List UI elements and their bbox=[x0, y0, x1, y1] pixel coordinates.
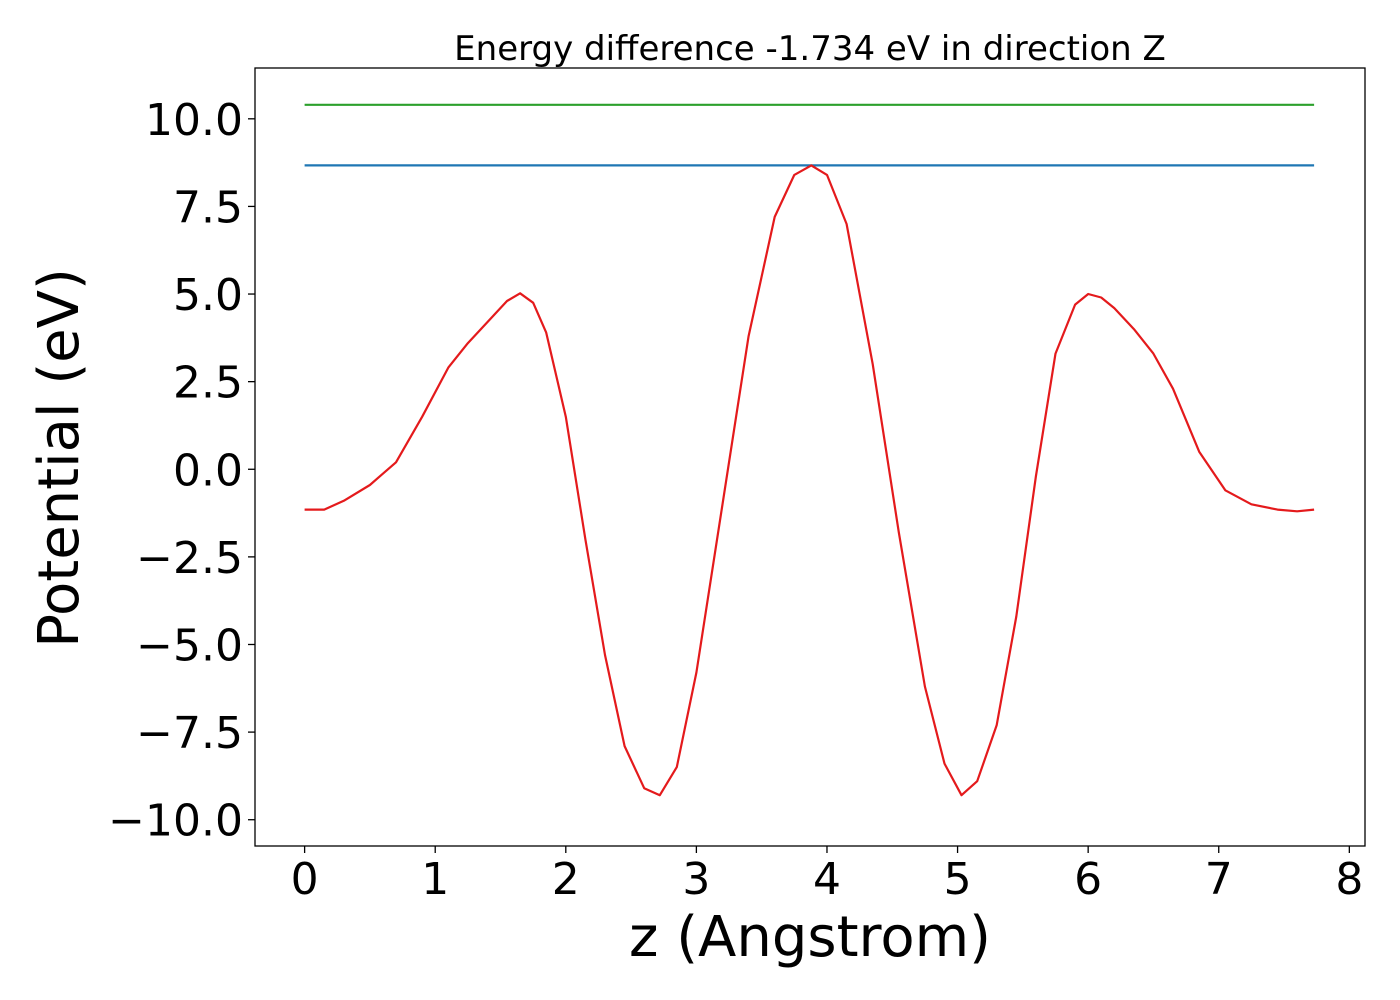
y-tick-label: 2.5 bbox=[173, 358, 243, 409]
y-tick-label: −5.0 bbox=[136, 620, 243, 671]
series-layer bbox=[304, 103, 1315, 797]
x-tick-label: 6 bbox=[1074, 854, 1102, 905]
x-axis-label: z (Angstrom) bbox=[629, 905, 991, 970]
x-tick-label: 3 bbox=[682, 854, 710, 905]
x-tick-label: 4 bbox=[813, 854, 841, 905]
chart-title: Energy difference -1.734 eV in direction… bbox=[454, 29, 1166, 69]
x-axis-ticks: 0 1 2 3 4 5 6 7 8 bbox=[291, 846, 1363, 905]
y-axis-label: Potential (eV) bbox=[27, 268, 92, 648]
x-tick-label: 1 bbox=[421, 854, 449, 905]
series-line-2 bbox=[304, 164, 1315, 797]
y-tick-label: −10.0 bbox=[108, 796, 243, 847]
y-tick-label: 0.0 bbox=[173, 445, 243, 496]
y-axis-ticks: −10.0 −7.5 −5.0 −2.5 0.0 2.5 5.0 7.5 10.0 bbox=[108, 95, 255, 847]
y-tick-label: −7.5 bbox=[136, 708, 243, 759]
y-tick-label: 10.0 bbox=[145, 95, 243, 146]
x-tick-label: 7 bbox=[1205, 854, 1233, 905]
y-tick-label: 5.0 bbox=[173, 270, 243, 321]
x-tick-label: 5 bbox=[944, 854, 972, 905]
y-tick-label: −2.5 bbox=[136, 533, 243, 584]
x-tick-label: 2 bbox=[552, 854, 580, 905]
x-tick-label: 0 bbox=[291, 854, 319, 905]
x-tick-label: 8 bbox=[1335, 854, 1363, 905]
axes-frame bbox=[254, 67, 1366, 847]
y-tick-label: 7.5 bbox=[173, 182, 243, 233]
